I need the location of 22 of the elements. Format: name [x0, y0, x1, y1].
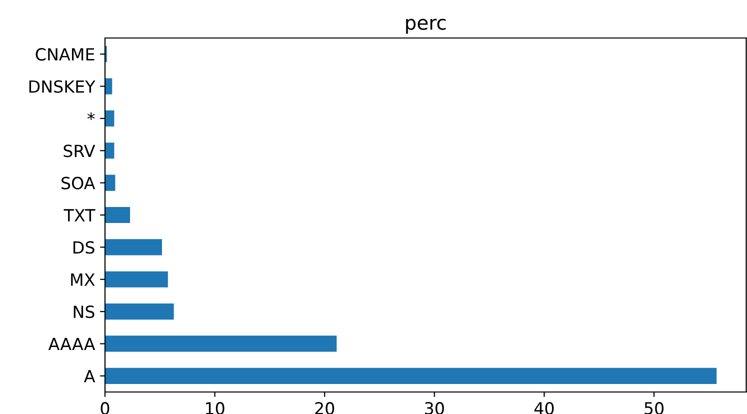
- y-tick-label: AAAA: [48, 338, 96, 350]
- y-tick-label: TXT: [64, 209, 96, 222]
- y-tick-label: MX: [71, 274, 95, 286]
- y-tick-label: *: [87, 112, 95, 120]
- y-tick-label: DS: [74, 241, 94, 254]
- bar: [105, 174, 116, 191]
- bar: [105, 304, 174, 320]
- bar: [105, 142, 114, 159]
- y-tick-label: SRV: [64, 144, 96, 158]
- bar: [105, 239, 162, 256]
- y-tick-label: CNAME: [36, 48, 94, 61]
- bar: [105, 110, 114, 126]
- bar: [105, 271, 168, 288]
- y-tick-label: A: [84, 370, 96, 382]
- y-tick-label: SOA: [62, 176, 96, 190]
- y-tick-label: NS: [74, 306, 94, 318]
- bar: [105, 78, 112, 94]
- y-tick-label: DNSKEY: [29, 80, 96, 93]
- bar: [105, 368, 717, 384]
- bar: [105, 206, 130, 224]
- chart-title: perc: [406, 18, 446, 34]
- bar: [105, 336, 337, 352]
